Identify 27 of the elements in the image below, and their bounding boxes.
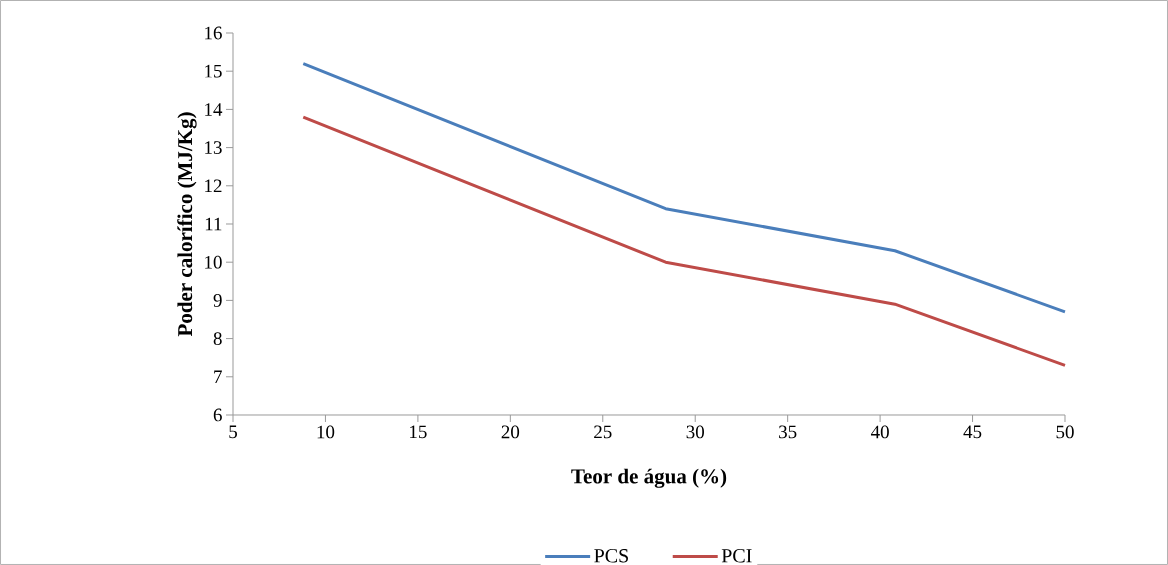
x-tick-label: 15 <box>410 425 427 439</box>
x-tick-label: 30 <box>686 425 704 439</box>
y-tick-label: 9 <box>213 294 222 307</box>
y-tick-label: 11 <box>205 217 222 231</box>
y-tick-label: 14 <box>205 103 223 116</box>
legend-label: PCS <box>594 549 628 563</box>
x-tick-label: 10 <box>317 425 335 439</box>
y-axis-title: Poder calorífico (MJ/Kg) <box>177 112 197 337</box>
x-tick-label: 35 <box>779 425 797 439</box>
x-axis-title: Teor de água (%) <box>571 468 727 488</box>
y-tick-label: 6 <box>213 408 222 422</box>
y-tick-label: 16 <box>205 26 222 40</box>
y-tick-label: 13 <box>205 141 222 154</box>
y-tick-label: 7 <box>214 370 222 384</box>
x-tick-label: 5 <box>229 425 238 439</box>
x-tick-label: 45 <box>963 425 982 439</box>
y-tick-label: 15 <box>205 64 222 78</box>
legend-label: PCI <box>721 549 752 563</box>
y-tick-label: 12 <box>205 179 222 193</box>
line-series <box>301 115 1067 367</box>
y-tick-label: 8 <box>213 332 222 345</box>
x-tick-label: 40 <box>870 425 889 439</box>
line-series <box>301 62 1067 314</box>
x-tick-label: 20 <box>501 425 520 439</box>
x-tick-label: 25 <box>594 425 612 439</box>
x-tick-label: 50 <box>1056 425 1074 439</box>
y-tick-label: 10 <box>205 255 222 269</box>
